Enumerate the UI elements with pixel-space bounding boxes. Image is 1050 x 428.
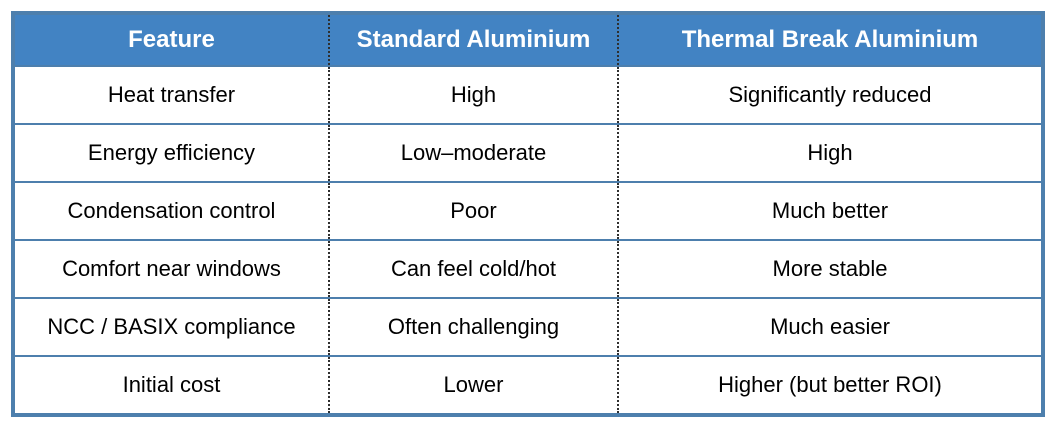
column-header-standard-aluminium: Standard Aluminium — [328, 13, 618, 67]
table-row: Initial cost Lower Higher (but better RO… — [13, 355, 1043, 415]
table-row: Condensation control Poor Much better — [13, 181, 1043, 240]
table-row: Heat transfer High Significantly reduced — [13, 65, 1043, 124]
cell-standard: Can feel cold/hot — [328, 239, 618, 298]
cell-standard: Low–moderate — [328, 123, 618, 182]
cell-thermal: More stable — [617, 239, 1043, 298]
comparison-table-container: Feature Standard Aluminium Thermal Break… — [11, 11, 1045, 417]
cell-standard: High — [328, 65, 618, 124]
cell-standard: Often challenging — [328, 297, 618, 356]
cell-feature: Initial cost — [13, 355, 329, 415]
cell-thermal: Higher (but better ROI) — [617, 355, 1043, 415]
cell-thermal: Much better — [617, 181, 1043, 240]
cell-standard: Poor — [328, 181, 618, 240]
cell-feature: Condensation control — [13, 181, 329, 240]
cell-feature: Comfort near windows — [13, 239, 329, 298]
cell-feature: Heat transfer — [13, 65, 329, 124]
column-header-feature: Feature — [13, 13, 329, 67]
table-row: Comfort near windows Can feel cold/hot M… — [13, 239, 1043, 298]
table-row: NCC / BASIX compliance Often challenging… — [13, 297, 1043, 356]
header-row: Feature Standard Aluminium Thermal Break… — [13, 13, 1043, 67]
cell-thermal: Significantly reduced — [617, 65, 1043, 124]
cell-feature: Energy efficiency — [13, 123, 329, 182]
column-header-thermal-break-aluminium: Thermal Break Aluminium — [617, 13, 1043, 67]
cell-thermal: Much easier — [617, 297, 1043, 356]
cell-standard: Lower — [328, 355, 618, 415]
comparison-table: Feature Standard Aluminium Thermal Break… — [11, 11, 1045, 417]
table-row: Energy efficiency Low–moderate High — [13, 123, 1043, 182]
cell-thermal: High — [617, 123, 1043, 182]
cell-feature: NCC / BASIX compliance — [13, 297, 329, 356]
